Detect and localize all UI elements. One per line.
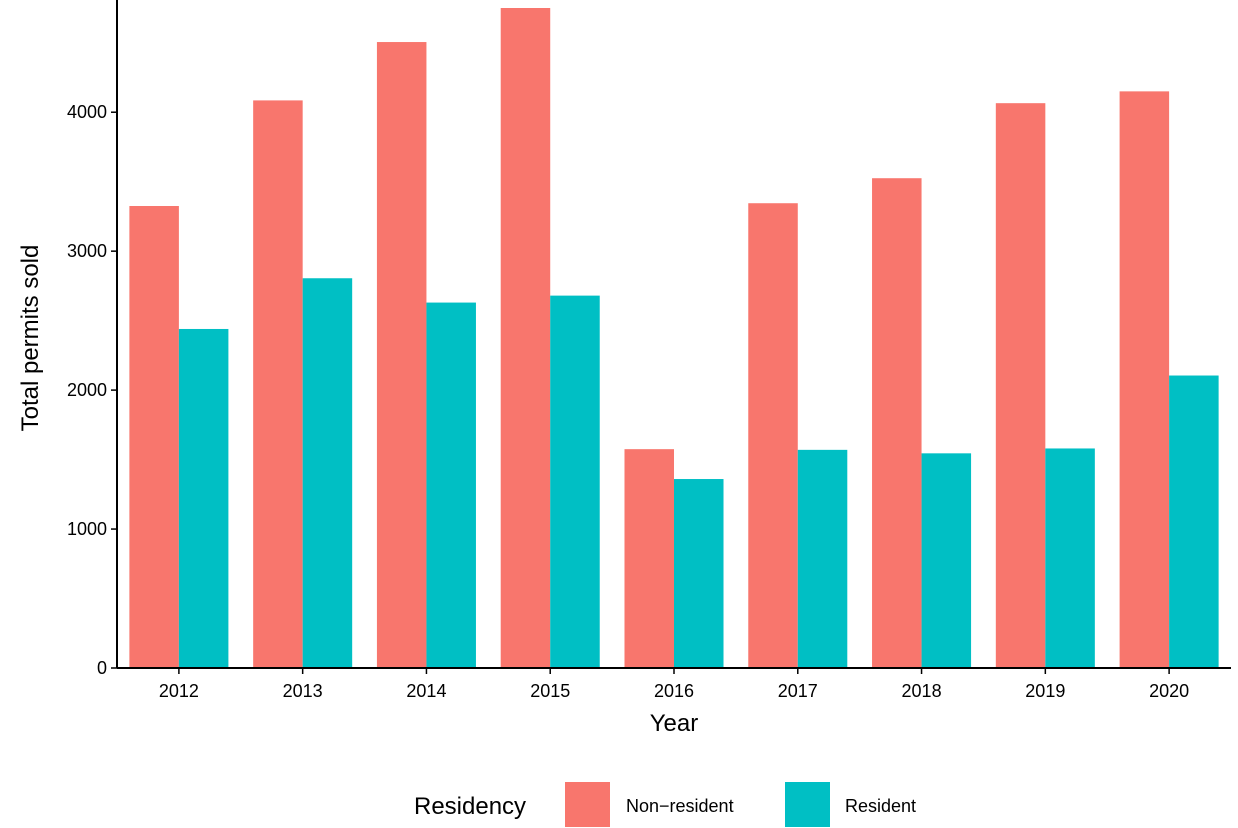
legend-title: Residency (414, 793, 526, 820)
legend: Residency Non−resident Resident (414, 782, 916, 827)
legend-key-resident (785, 782, 830, 827)
legend-label-non-resident: Non−resident (626, 796, 734, 816)
bar-2016-non-resident (624, 449, 674, 668)
bar-2012-non-resident (129, 206, 179, 668)
y-axis-title: Total permits sold (17, 245, 44, 432)
bar-2014-non-resident (376, 42, 427, 669)
legend-label-resident: Resident (845, 796, 916, 816)
x-axis: 2012 2013 2014 2015 2016 2017 2018 2019 2020 (117, 667, 1231, 701)
y-tick-label: 3000 (67, 241, 107, 261)
x-tick-label: 2016 (654, 681, 694, 701)
bar-2015-resident (550, 295, 600, 668)
legend-key-non-resident (565, 782, 610, 827)
bar-2013-non-resident (253, 100, 303, 668)
bar-2012-resident (178, 328, 229, 668)
bar-2013-resident (302, 278, 353, 668)
bar-2020-resident (1169, 375, 1219, 668)
bar-2015-non-resident (500, 8, 551, 668)
y-axis: 0 1000 2000 3000 4000 (67, 0, 118, 678)
bar-2016-resident (674, 479, 724, 668)
y-tick-label: 1000 (67, 519, 107, 539)
bar-2018-non-resident (872, 178, 922, 668)
x-tick-label: 2014 (406, 681, 446, 701)
y-tick-label: 4000 (67, 102, 107, 122)
bar-2014-resident (426, 302, 476, 668)
bar-2017-non-resident (748, 203, 798, 668)
bar-2019-non-resident (995, 103, 1046, 669)
x-tick-label: 2017 (778, 681, 818, 701)
x-tick-label: 2012 (159, 681, 199, 701)
y-tick-label: 0 (97, 658, 107, 678)
bars-group (129, 8, 1219, 669)
bar-2020-non-resident (1119, 91, 1170, 669)
x-tick-label: 2020 (1149, 681, 1189, 701)
x-tick-label: 2015 (530, 681, 570, 701)
bar-2018-resident (921, 453, 972, 668)
x-axis-title: Year (650, 710, 699, 737)
x-tick-label: 2019 (1025, 681, 1065, 701)
bar-2019-resident (1045, 448, 1095, 668)
bar-2017-resident (797, 449, 848, 668)
x-tick-label: 2013 (283, 681, 323, 701)
y-tick-label: 2000 (67, 380, 107, 400)
x-tick-label: 2018 (902, 681, 942, 701)
